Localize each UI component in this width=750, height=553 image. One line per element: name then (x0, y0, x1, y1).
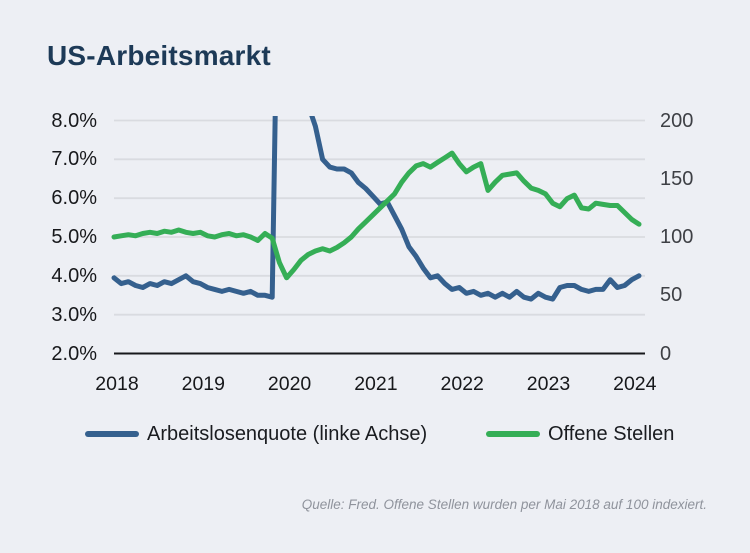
y-axis-left-tick: 6.0% (51, 187, 97, 210)
y-axis-left-tick: 4.0% (51, 264, 97, 287)
y-axis-left-tick: 5.0% (51, 226, 97, 248)
legend-label-unemployment: Arbeitslosenquote (linke Achse) (147, 422, 428, 445)
legend-label-openings: Offene Stellen (548, 422, 675, 445)
chart-legend: Arbeitslosenquote (linke Achse) Offene S… (0, 421, 750, 447)
chart-title: US-Arbeitsmarkt (47, 40, 271, 71)
unemployment-line-swatch (85, 431, 139, 437)
x-axis-tick: 2022 (440, 373, 484, 395)
y-axis-left-tick: 7.0% (51, 148, 97, 171)
x-axis-tick: 2021 (354, 373, 398, 395)
y-axis-right-tick: 0 (660, 342, 672, 365)
y-axis-right-tick: 100 (660, 226, 694, 248)
x-axis-tick: 2020 (267, 373, 312, 395)
legend-item-unemployment: Arbeitslosenquote (linke Achse) (85, 421, 427, 447)
x-axis-tick: 2024 (613, 373, 657, 395)
y-axis-left-tick: 2.0% (51, 342, 97, 365)
y-axis-right-tick: 200 (660, 109, 694, 132)
x-axis-tick: 2019 (181, 373, 225, 395)
x-axis-tick: 2023 (526, 373, 571, 395)
y-axis-left-tick: 8.0% (51, 109, 97, 132)
y-axis-right-tick: 50 (660, 284, 683, 307)
y-axis-right-tick: 150 (660, 167, 694, 190)
y-axis-left-tick: 3.0% (51, 303, 97, 326)
openings-line-swatch (486, 431, 540, 437)
legend-item-openings: Offene Stellen (486, 421, 674, 447)
source-note: Quelle: Fred. Offene Stellen wurden per … (301, 497, 707, 512)
x-axis-tick: 2018 (95, 373, 139, 395)
